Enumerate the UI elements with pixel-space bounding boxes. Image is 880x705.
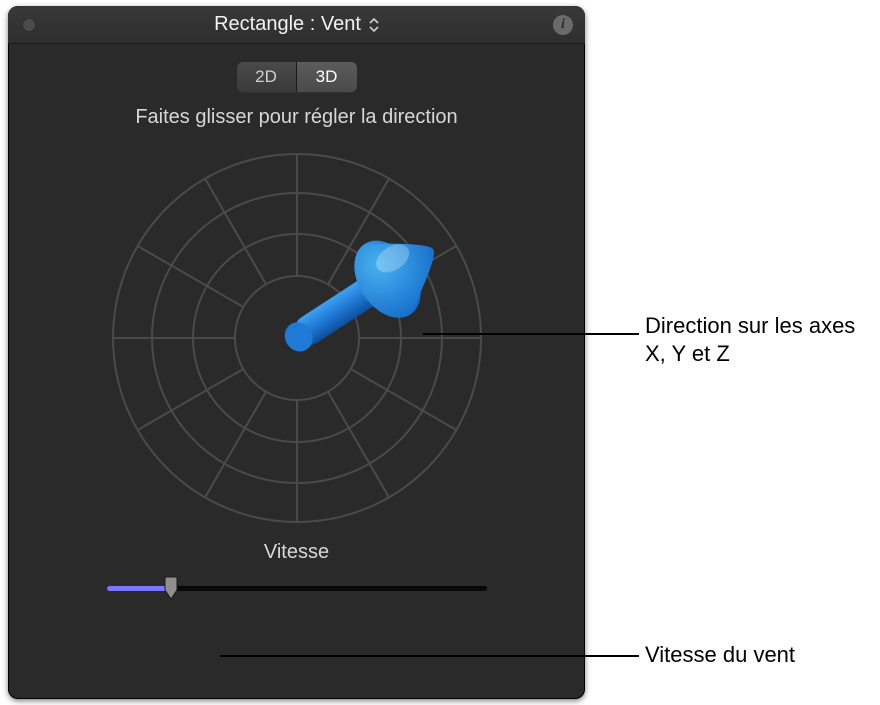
segment-2d-label: 2D (255, 67, 277, 87)
segment-3d[interactable]: 3D (297, 62, 357, 92)
callout-direction-line (423, 333, 639, 335)
callout-speed: Vitesse du vent (645, 641, 795, 669)
hud-panel: Rectangle : Vent i 2D 3D Faites glisser … (8, 6, 585, 699)
info-icon[interactable]: i (553, 15, 573, 35)
speed-slider[interactable] (107, 578, 487, 598)
panel-title: Rectangle : Vent (214, 13, 361, 36)
speed-label: Vitesse (8, 541, 585, 564)
direction-dial[interactable] (112, 153, 482, 523)
titlebar: Rectangle : Vent i (8, 6, 585, 44)
title-dropdown[interactable]: Rectangle : Vent (214, 13, 379, 36)
segment-3d-label: 3D (316, 67, 338, 87)
slider-thumb[interactable] (164, 576, 178, 600)
chevron-up-down-icon (369, 18, 379, 32)
slider-fill (107, 586, 172, 591)
info-glyph: i (561, 17, 565, 33)
close-dot[interactable] (22, 18, 36, 32)
segment-2d[interactable]: 2D (237, 62, 297, 92)
callout-speed-line (220, 655, 639, 657)
instruction-label: Faites glisser pour régler la direction (8, 106, 585, 129)
dimension-segmented-control: 2D 3D (8, 62, 585, 92)
callout-direction: Direction sur les axes X, Y et Z (645, 312, 875, 367)
